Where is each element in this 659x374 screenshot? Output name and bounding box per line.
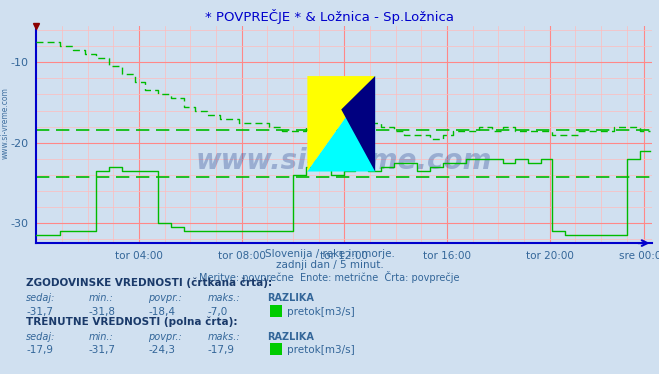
Text: -7,0: -7,0	[208, 307, 228, 317]
Text: RAZLIKA: RAZLIKA	[267, 332, 314, 341]
Text: Meritve: povprečne  Enote: metrične  Črta: povprečje: Meritve: povprečne Enote: metrične Črta:…	[199, 271, 460, 283]
Text: * POVPREČJE * & Ložnica - Sp.Ložnica: * POVPREČJE * & Ložnica - Sp.Ložnica	[205, 9, 454, 24]
Text: www.si-vreme.com: www.si-vreme.com	[196, 147, 492, 175]
Text: RAZLIKA: RAZLIKA	[267, 293, 314, 303]
Polygon shape	[307, 76, 375, 172]
Text: TRENUTNE VREDNOSTI (polna črta):: TRENUTNE VREDNOSTI (polna črta):	[26, 317, 238, 327]
Text: pretok[m3/s]: pretok[m3/s]	[287, 307, 355, 317]
Text: -31,7: -31,7	[26, 307, 53, 317]
Text: pretok[m3/s]: pretok[m3/s]	[287, 346, 355, 355]
Text: zadnji dan / 5 minut.: zadnji dan / 5 minut.	[275, 260, 384, 270]
Text: povpr.:: povpr.:	[148, 293, 182, 303]
Text: -31,8: -31,8	[89, 307, 116, 317]
Text: -31,7: -31,7	[89, 346, 116, 355]
Text: -24,3: -24,3	[148, 346, 175, 355]
Text: -17,9: -17,9	[208, 346, 235, 355]
Text: www.si-vreme.com: www.si-vreme.com	[1, 88, 10, 159]
Text: -18,4: -18,4	[148, 307, 175, 317]
Text: povpr.:: povpr.:	[148, 332, 182, 341]
Polygon shape	[307, 76, 375, 172]
Text: min.:: min.:	[89, 332, 114, 341]
Text: Slovenija / reke in morje.: Slovenija / reke in morje.	[264, 249, 395, 259]
Text: maks.:: maks.:	[208, 293, 241, 303]
Text: sedaj:: sedaj:	[26, 293, 56, 303]
Text: min.:: min.:	[89, 293, 114, 303]
Text: sedaj:: sedaj:	[26, 332, 56, 341]
Text: -17,9: -17,9	[26, 346, 53, 355]
Text: ZGODOVINSKE VREDNOSTI (črtkana črta):: ZGODOVINSKE VREDNOSTI (črtkana črta):	[26, 278, 272, 288]
Polygon shape	[341, 76, 375, 172]
Text: maks.:: maks.:	[208, 332, 241, 341]
